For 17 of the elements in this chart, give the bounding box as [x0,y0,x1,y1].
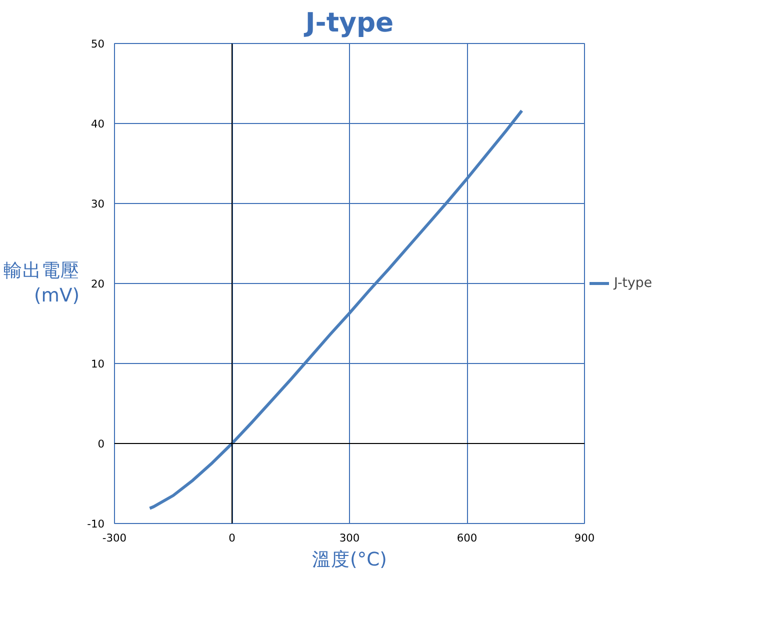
x-axis-title: 溫度(°C) [312,548,387,570]
y-tick-label: 40 [90,118,105,130]
x-tick-label: -300 [102,532,127,544]
x-tick-label: 900 [574,532,595,544]
y-axis-title: 輸出電壓 (mV) [4,260,80,307]
y-tick-label: 20 [90,278,105,290]
x-tick-label: 300 [339,532,360,544]
y-tick-label: 0 [98,438,105,450]
x-tick-label: 0 [228,532,236,544]
y-tick-label: 10 [90,358,105,370]
y-tick-label: 30 [90,198,105,210]
chart-title: J-type [303,8,394,38]
x-tick-label: 600 [456,532,478,544]
y-tick-label: -10 [87,518,105,530]
y-tick-label: 50 [90,38,105,50]
legend-label: J-type [614,276,652,290]
line-series [148,109,524,510]
